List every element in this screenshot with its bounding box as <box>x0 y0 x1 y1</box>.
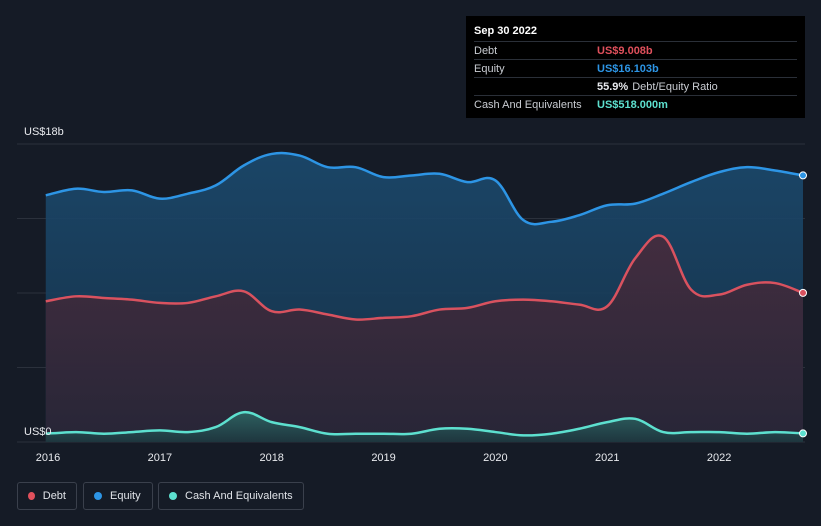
tooltip-row-ratio: 55.9% Debt/Equity Ratio <box>474 77 797 95</box>
legend-cash-toggle[interactable]: Cash And Equivalents <box>158 482 304 510</box>
debt-area <box>45 235 804 442</box>
debt-dot-icon <box>28 492 35 500</box>
x-tick-label: 2021 <box>595 452 619 464</box>
line-layer <box>45 151 807 438</box>
tooltip-value-debt: US$9.008b <box>597 44 653 57</box>
tooltip-ratio-suffix: Debt/Equity Ratio <box>632 80 718 93</box>
debt-end-point <box>799 288 807 297</box>
tooltip-value-equity: US$16.103b <box>597 62 659 75</box>
y-tick-label-top: US$18b <box>24 126 64 138</box>
equity-dot-icon <box>94 492 102 500</box>
tooltip-label-equity: Equity <box>474 62 505 75</box>
axis-layer: 2016 2017 2018 2019 2020 2021 2022 US$18b US$0 <box>24 126 731 464</box>
x-tick-label: 2020 <box>483 452 507 464</box>
tooltip-row-equity: Equity US$16.103b <box>474 59 797 77</box>
tooltip-label-cash: Cash And Equivalents <box>474 98 582 111</box>
equity-end-point <box>799 171 807 180</box>
x-tick-label: 2019 <box>371 452 395 464</box>
cash-end-point <box>799 429 807 438</box>
debt-line <box>45 234 804 321</box>
legend-debt-label: Debt <box>42 490 66 502</box>
equity-line <box>45 151 804 226</box>
y-tick-label-bottom: US$0 <box>24 426 52 438</box>
tooltip: Sep 30 2022 Debt US$9.008b Equity US$16.… <box>466 16 805 118</box>
legend-equity-toggle[interactable]: Equity <box>83 482 153 510</box>
x-tick-label: 2016 <box>36 452 60 464</box>
legend-cash-label: Cash And Equivalents <box>185 490 293 502</box>
legend-debt-toggle[interactable]: Debt <box>17 482 77 510</box>
tooltip-value-cash: US$518.000m <box>597 98 668 111</box>
cash-line <box>45 410 804 437</box>
cash-area <box>45 412 804 442</box>
tooltip-row-cash: Cash And Equivalents US$518.000m <box>474 95 797 113</box>
tooltip-row-debt: Debt US$9.008b <box>474 41 797 59</box>
x-tick-label: 2018 <box>259 452 283 464</box>
tooltip-date: Sep 30 2022 <box>474 25 537 37</box>
cash-dot-icon <box>169 492 177 500</box>
x-tick-label: 2017 <box>148 452 172 464</box>
legend-equity-label: Equity <box>110 490 141 502</box>
area-layer <box>45 153 804 443</box>
tooltip-label-debt: Debt <box>474 44 498 57</box>
x-tick-label: 2022 <box>707 452 731 464</box>
tooltip-value-ratio: 55.9% <box>597 80 629 93</box>
